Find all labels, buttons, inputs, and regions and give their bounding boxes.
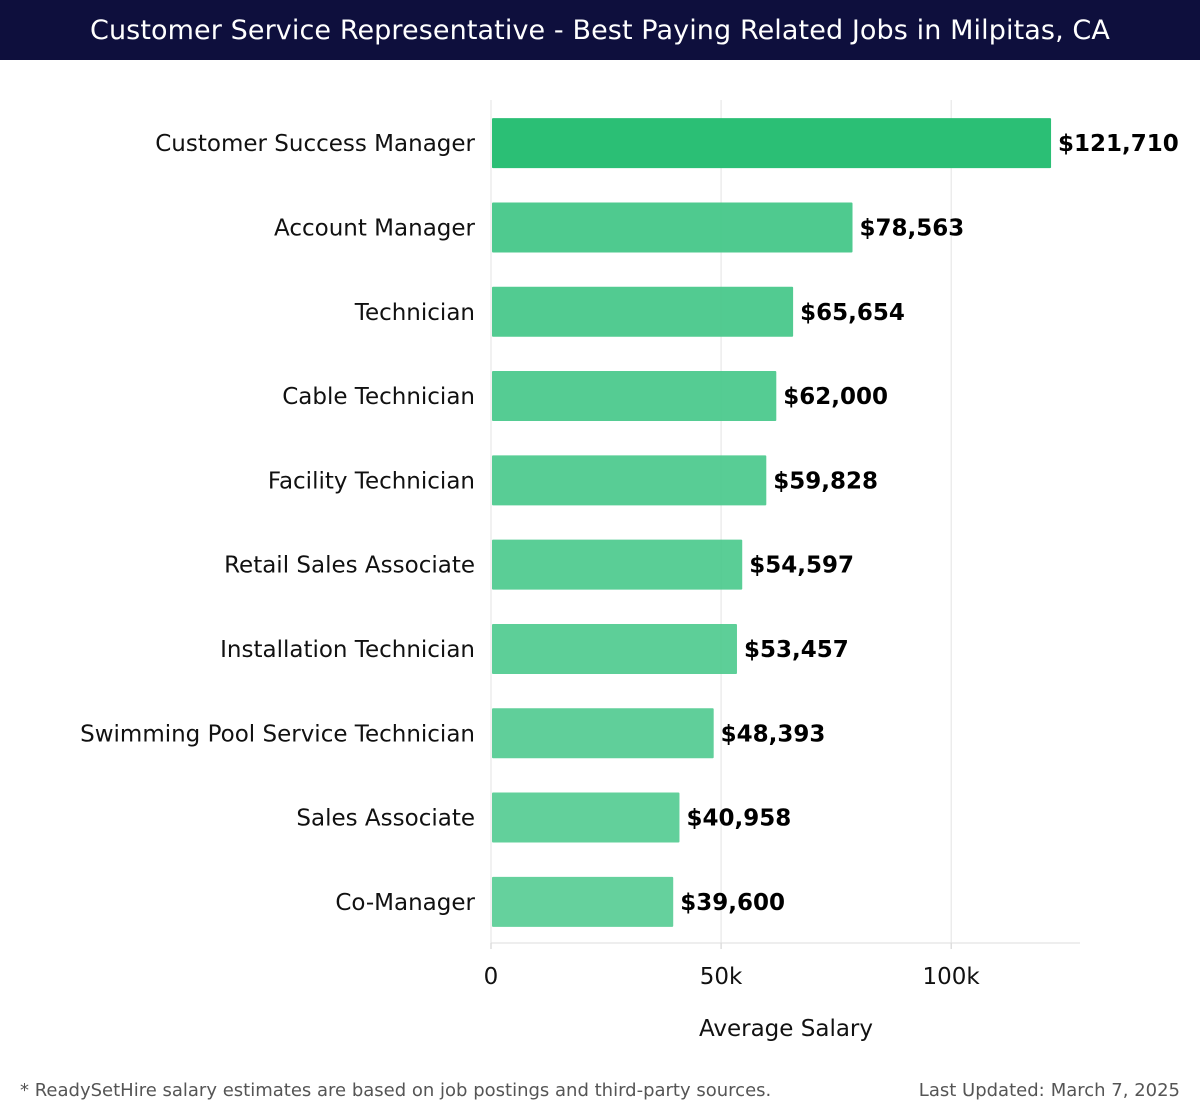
footer-last-updated: Last Updated: March 7, 2025: [919, 1080, 1180, 1101]
bar[interactable]: [492, 792, 680, 843]
bar-value-label: $40,958: [686, 806, 791, 832]
bar-value-label: $78,563: [860, 215, 965, 241]
x-tick-label: 0: [484, 964, 499, 990]
bar-value-label: $59,828: [773, 468, 878, 494]
bar[interactable]: [492, 202, 853, 253]
last-updated-label: Last Updated:: [918, 1080, 1045, 1101]
bars-layer: [492, 118, 1052, 927]
category-label: Swimming Pool Service Technician: [80, 721, 475, 747]
category-label: Technician: [354, 300, 475, 326]
footer-disclaimer: * ReadySetHire salary estimates are base…: [20, 1080, 772, 1101]
bar[interactable]: [492, 708, 714, 759]
bar-value-label: $121,710: [1058, 131, 1179, 157]
bar[interactable]: [492, 539, 743, 590]
last-updated-date: March 7, 2025: [1050, 1080, 1180, 1101]
bar[interactable]: [492, 118, 1052, 169]
category-label: Co-Manager: [335, 890, 475, 916]
bar-value-label: $62,000: [783, 384, 888, 410]
x-tick-label: 100k: [923, 964, 981, 990]
category-label: Retail Sales Associate: [224, 553, 475, 579]
category-label: Customer Success Manager: [155, 131, 475, 157]
bar[interactable]: [492, 286, 794, 337]
page-title: Customer Service Representative - Best P…: [90, 14, 1110, 46]
x-axis-title: Average Salary: [699, 1016, 873, 1042]
grid-layer: [490, 100, 1080, 949]
bar-value-label: $53,457: [744, 637, 849, 663]
category-label: Cable Technician: [282, 384, 475, 410]
bar[interactable]: [492, 876, 674, 927]
bar[interactable]: [492, 455, 767, 506]
category-label: Sales Associate: [296, 806, 475, 832]
category-label: Installation Technician: [220, 637, 475, 663]
bar-value-label: $54,597: [749, 553, 854, 579]
bar-value-label: $39,600: [680, 890, 785, 916]
bar-value-label: $48,393: [721, 721, 826, 747]
title-bar: Customer Service Representative - Best P…: [0, 0, 1200, 60]
bar-value-label: $65,654: [800, 300, 905, 326]
labels-layer: 0 50k 100k Customer Success Manager $121,710…: [80, 131, 1179, 990]
category-label: Facility Technician: [268, 468, 475, 494]
bar[interactable]: [492, 623, 737, 674]
x-tick-label: 50k: [700, 964, 743, 990]
category-label: Account Manager: [274, 215, 476, 241]
bar[interactable]: [492, 371, 777, 422]
